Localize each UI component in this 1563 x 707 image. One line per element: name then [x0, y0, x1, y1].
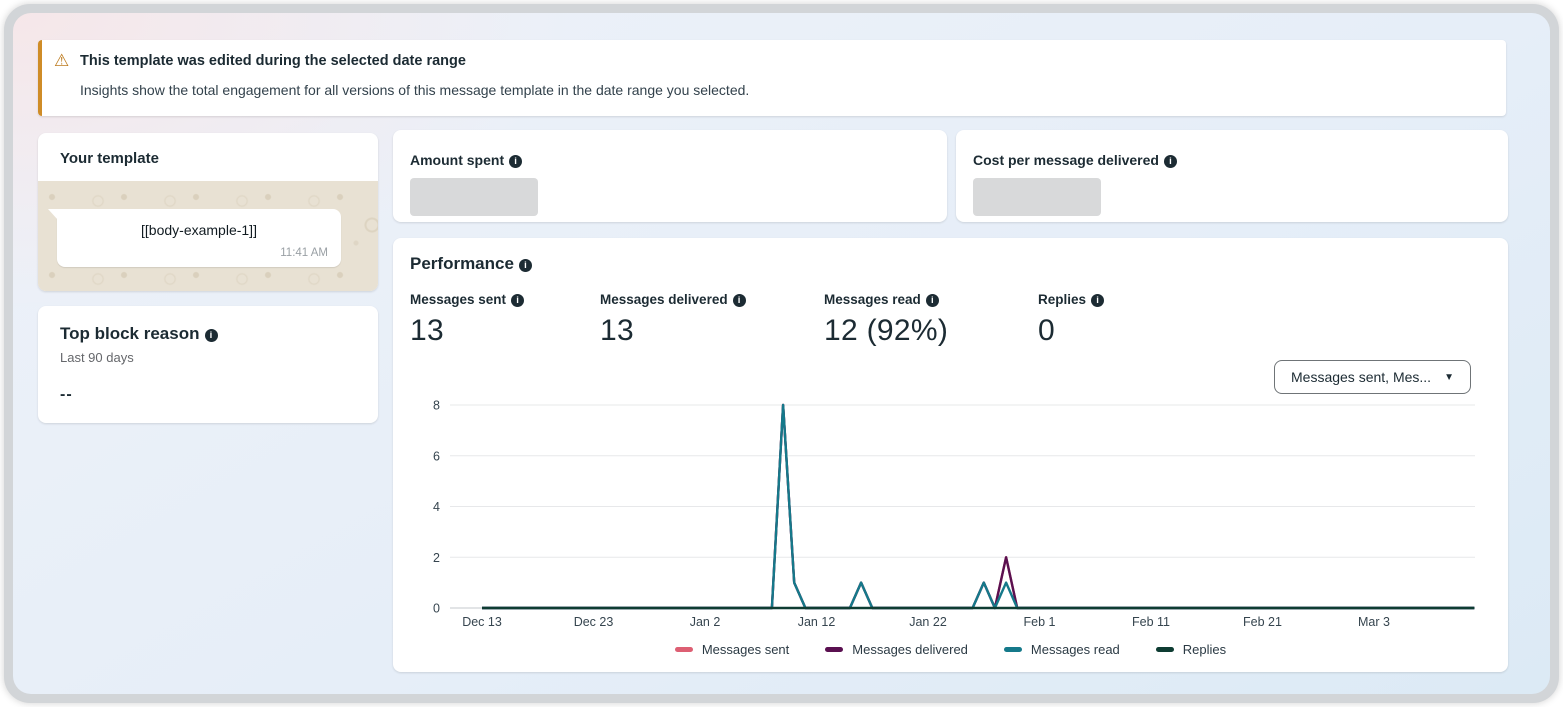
performance-title: Performance [410, 254, 532, 274]
bubble-body-text: [[body-example-1]] [141, 222, 257, 238]
cost-per-message-label: Cost per message delivered [973, 152, 1159, 168]
y-tick-label: 2 [433, 551, 440, 565]
top-block-reason-label: Top block reason [60, 324, 200, 343]
legend-item-replies: Replies [1155, 642, 1227, 657]
metric-label: Messages sent [410, 292, 525, 307]
info-icon[interactable] [732, 294, 746, 307]
top-block-reason-card: Top block reason Last 90 days -- [38, 306, 378, 423]
warning-triangle-icon [54, 51, 69, 71]
top-block-reason-range: Last 90 days [60, 350, 134, 365]
info-icon[interactable] [509, 155, 523, 168]
x-tick-label: Feb 1 [1024, 615, 1056, 629]
metric-messages-read: Messages read 12 (92%) [824, 292, 948, 348]
metric-label-text: Messages sent [410, 292, 507, 307]
x-tick-label: Jan 2 [690, 615, 721, 629]
x-tick-label: Dec 13 [462, 615, 502, 629]
metric-label: Messages delivered [600, 292, 746, 307]
cost-per-message-title: Cost per message delivered [973, 152, 1177, 168]
legend-item-messages-sent: Messages sent [674, 642, 790, 657]
legend-item-messages-read: Messages read [1003, 642, 1120, 657]
edited-template-warning-banner: This template was edited during the sele… [38, 40, 1506, 116]
metric-value: 0 [1038, 314, 1055, 347]
x-tick-label: Jan 22 [909, 615, 947, 629]
series-select-dropdown[interactable]: Messages sent, Mes... [1274, 360, 1471, 394]
y-tick-label: 8 [433, 399, 440, 413]
top-block-reason-title: Top block reason [60, 324, 218, 344]
legend-label: Messages read [1030, 642, 1120, 657]
cost-per-message-card: Cost per message delivered [956, 130, 1508, 222]
top-block-reason-value: -- [60, 386, 73, 403]
chart-legend: Messages sent Messages delivered Messages … [393, 642, 1508, 657]
amount-spent-label: Amount spent [410, 152, 505, 168]
insights-page: This template was edited during the sele… [13, 13, 1550, 694]
legend-label: Messages sent [701, 642, 790, 657]
your-template-card: Your template [[body-example-1]] 11:41 A… [38, 133, 378, 291]
metric-value: 13 [410, 314, 444, 347]
legend-swatch [1003, 647, 1022, 652]
chevron-down-icon [1444, 372, 1454, 383]
x-tick-label: Mar 3 [1358, 615, 1390, 629]
y-tick-label: 4 [433, 500, 440, 514]
metric-label: Replies [1038, 292, 1105, 307]
legend-item-messages-delivered: Messages delivered [825, 642, 968, 657]
info-icon[interactable] [1163, 155, 1177, 168]
info-icon[interactable] [204, 329, 218, 342]
performance-label: Performance [410, 254, 514, 273]
metric-label-text: Replies [1038, 292, 1087, 307]
series-select-value: Messages sent, Mes... [1291, 369, 1432, 385]
x-tick-label: Dec 23 [574, 615, 614, 629]
x-tick-label: Feb 11 [1132, 615, 1170, 629]
metric-label-text: Messages delivered [600, 292, 728, 307]
message-bubble: [[body-example-1]] 11:41 AM [48, 209, 341, 267]
amount-spent-loading-skeleton [410, 178, 538, 216]
performance-line-chart: 0 2 4 6 8 Dec 13 Dec 23 Jan 2 Jan 12 Jan 22 Feb 1 F… [433, 399, 1475, 629]
metric-value: 12 (92%) [824, 314, 949, 347]
whatsapp-chat-preview: [[body-example-1]] 11:41 AM [38, 181, 378, 291]
your-template-title: Your template [60, 150, 159, 167]
amount-spent-title: Amount spent [410, 152, 523, 168]
cost-per-message-loading-skeleton [973, 178, 1101, 216]
info-icon[interactable] [925, 294, 939, 307]
metric-label: Messages read [824, 292, 948, 307]
legend-swatch [674, 647, 693, 652]
info-icon[interactable] [518, 259, 532, 272]
performance-card: Performance Messages sent 13 Messages de… [393, 238, 1508, 672]
banner-title: This template was edited during the sele… [80, 53, 466, 69]
banner-accent-bar [38, 40, 42, 116]
window-frame: This template was edited during the sele… [4, 4, 1559, 703]
metric-replies: Replies 0 [1038, 292, 1105, 348]
bubble-timestamp: 11:41 AM [280, 247, 328, 259]
amount-spent-card: Amount spent [393, 130, 947, 222]
metric-value: 13 [600, 314, 634, 347]
metric-messages-delivered: Messages delivered 13 [600, 292, 746, 348]
metric-label-text: Messages read [824, 292, 921, 307]
legend-swatch [1155, 647, 1174, 652]
legend-label: Replies [1182, 642, 1227, 657]
x-tick-label: Feb 21 [1243, 615, 1282, 629]
metric-messages-sent: Messages sent 13 [410, 292, 525, 348]
y-tick-label: 0 [433, 602, 440, 616]
legend-swatch [825, 647, 844, 652]
y-tick-label: 6 [433, 449, 440, 463]
banner-description: Insights show the total engagement for a… [80, 82, 750, 98]
bubble-tail [48, 209, 58, 220]
info-icon[interactable] [511, 294, 525, 307]
info-icon[interactable] [1091, 294, 1105, 307]
legend-label: Messages delivered [852, 642, 968, 657]
x-tick-label: Jan 12 [798, 615, 836, 629]
